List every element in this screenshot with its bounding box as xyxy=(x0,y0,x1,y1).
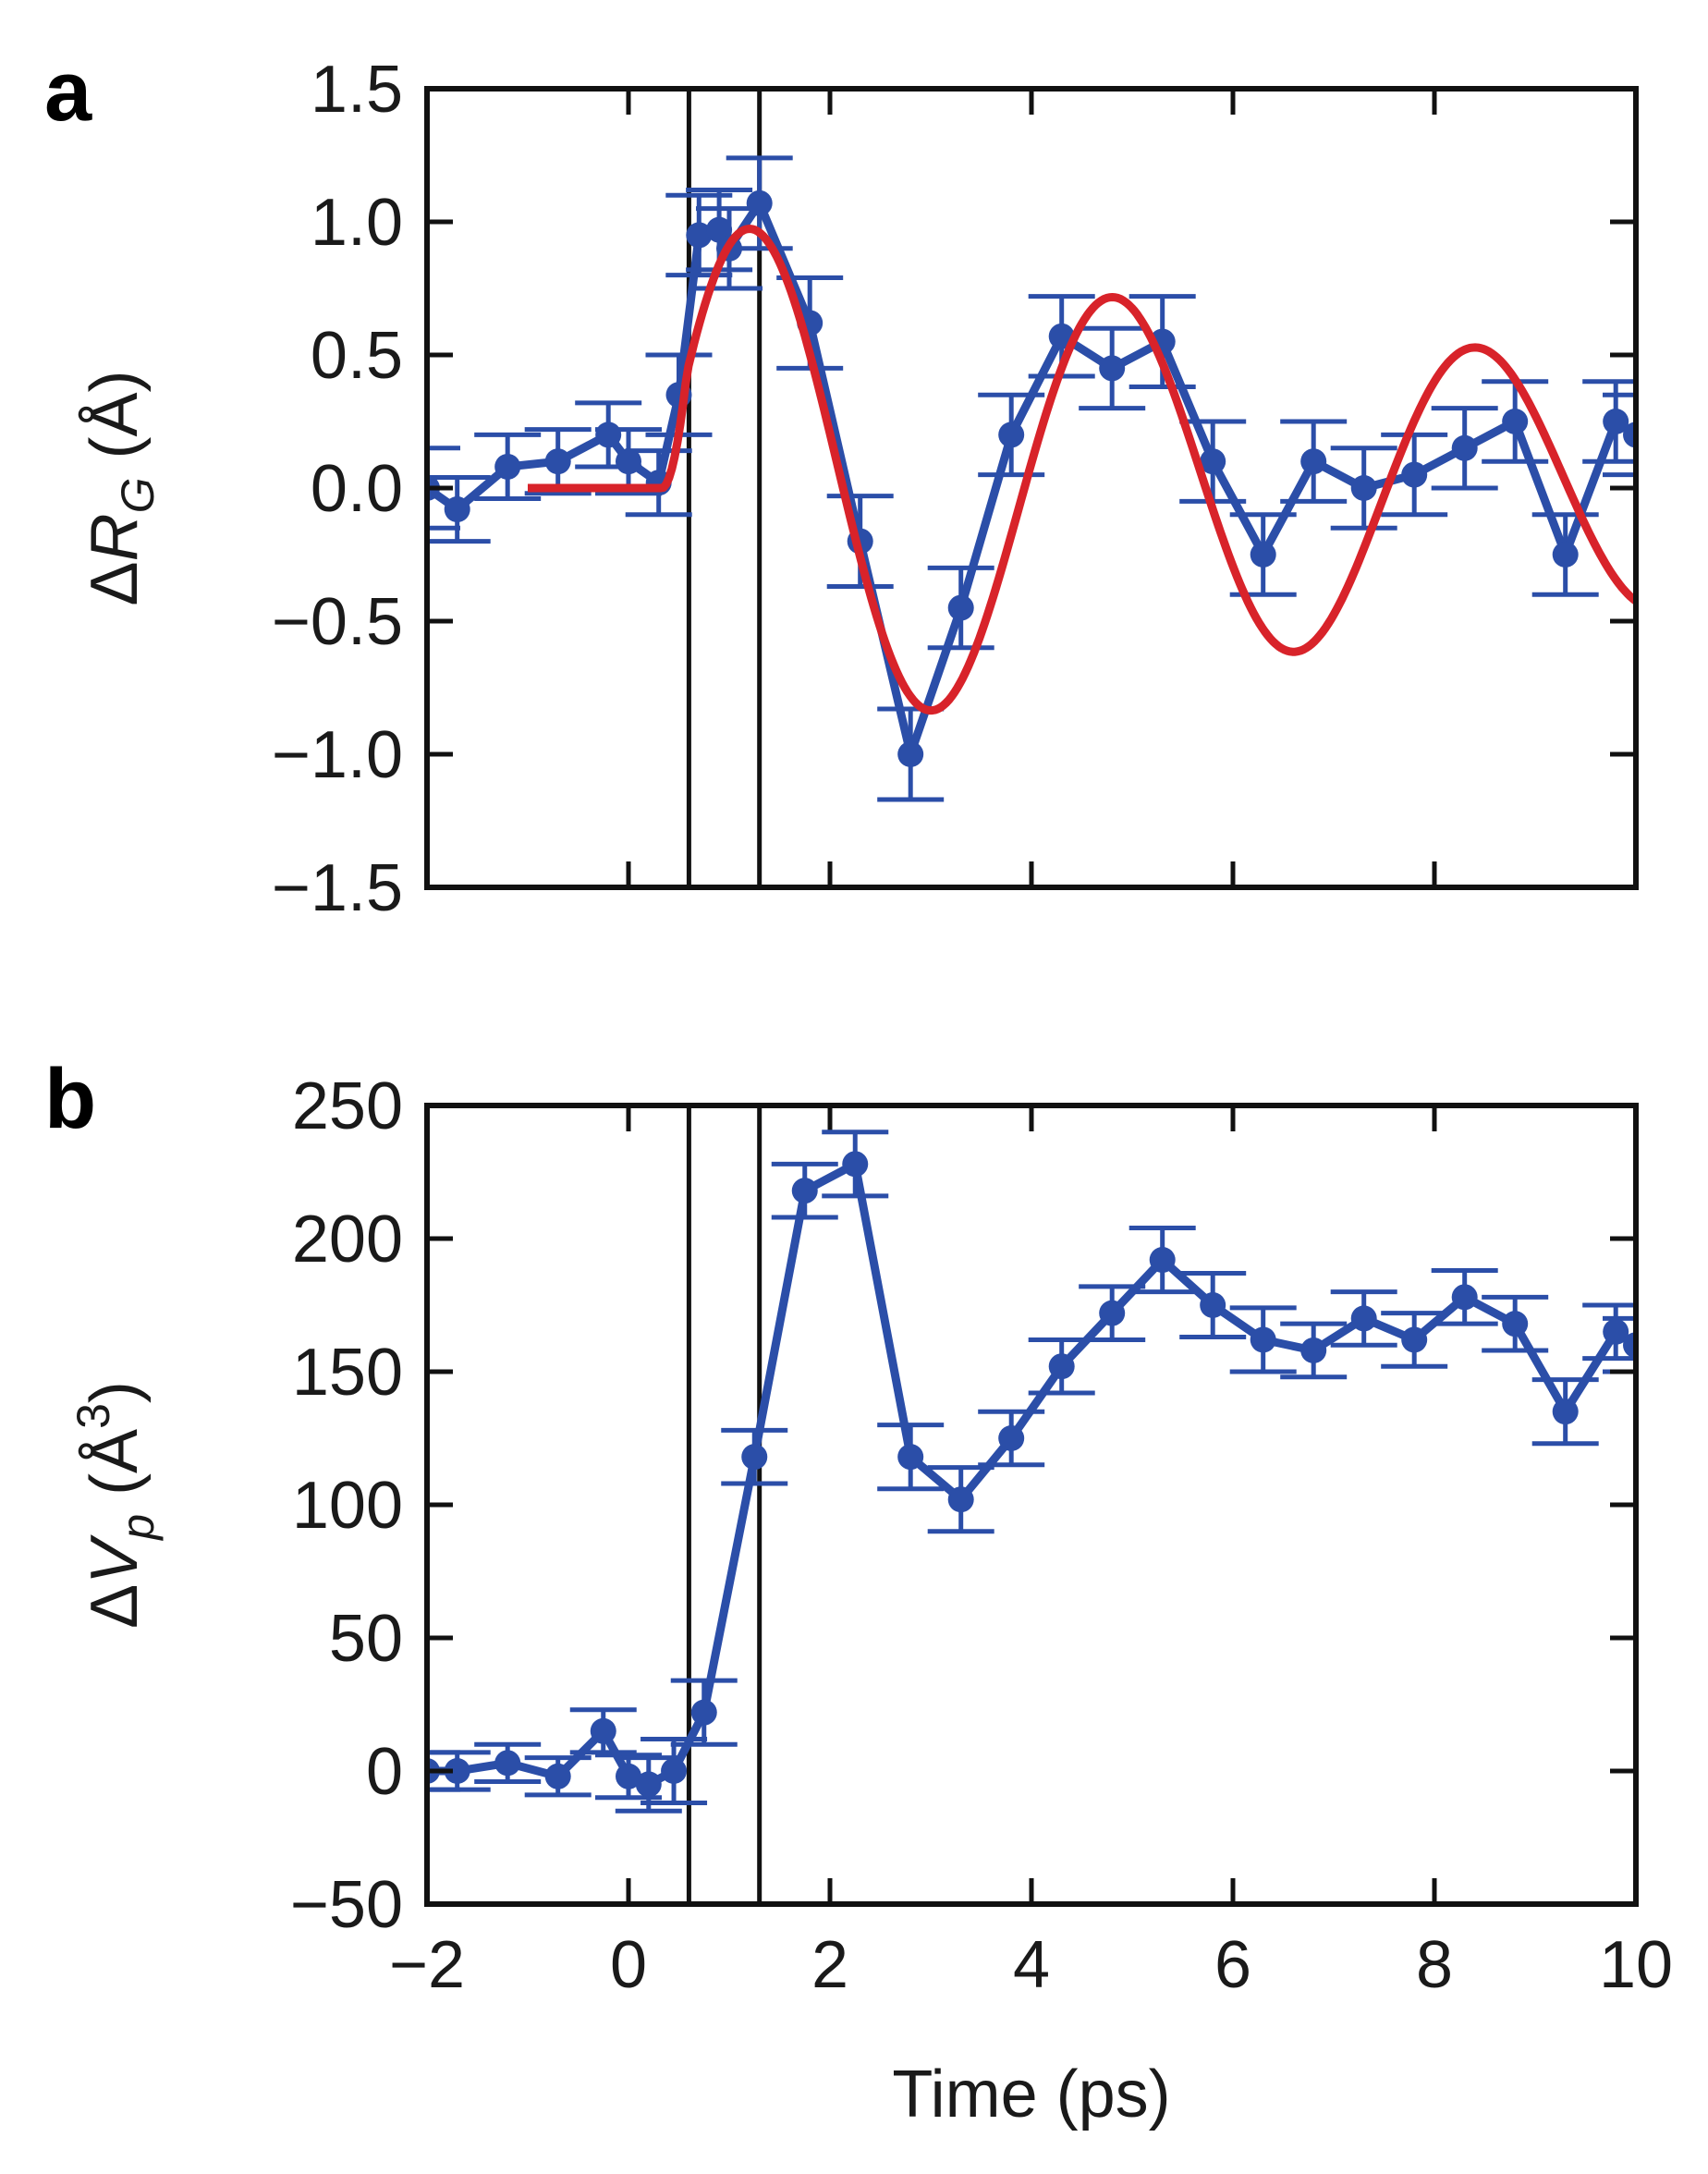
panel-a-y-tick-label: 0.5 xyxy=(311,319,403,393)
panel-b-frame xyxy=(424,1103,1639,1907)
panel-b-data-point xyxy=(1099,1300,1126,1326)
panel-a-y-tick-label: −1.0 xyxy=(272,718,403,792)
panel-b-data-point xyxy=(1502,1311,1529,1337)
panel-a-data-point xyxy=(1603,409,1629,434)
panel-b-y-tick-label: 200 xyxy=(292,1203,403,1276)
panel-b-y-tick-label: 150 xyxy=(292,1336,403,1410)
panel-b-data-point xyxy=(1250,1326,1276,1353)
panel-a-data-point xyxy=(998,421,1025,448)
x-tick-labels: −2 0 2 4 6 8 10 xyxy=(389,1928,1673,2002)
panel-a-data-point xyxy=(947,594,974,621)
panel-a-data-point xyxy=(494,453,521,480)
x-tick-label: 10 xyxy=(1599,1928,1673,2002)
panel-a-data-point xyxy=(616,448,641,475)
panel-b-data-point xyxy=(842,1151,869,1178)
panel-b-data-point xyxy=(1048,1353,1075,1380)
panel-b-y-tick-label: −50 xyxy=(290,1868,403,1942)
x-tick-label: 0 xyxy=(610,1928,647,2002)
panel-b-plot xyxy=(424,1105,1639,1904)
panel-b-data-point xyxy=(1623,1332,1636,1359)
panel-b-data-point xyxy=(897,1444,924,1471)
panel-a-data-point xyxy=(1250,542,1276,568)
panel-a-data-point xyxy=(444,496,470,523)
panel-b-data-point xyxy=(635,1771,662,1798)
x-tick-label: 8 xyxy=(1416,1928,1453,2002)
panel-b-data-point xyxy=(1401,1326,1428,1353)
panel-b-data-point xyxy=(616,1763,641,1789)
panel-a-y-axis-label: ΔRG (Å) xyxy=(78,371,164,606)
panel-b-y-tick-label: 0 xyxy=(366,1735,403,1809)
panel-b-data-point xyxy=(661,1758,688,1784)
panel-b-y-tick-label: 250 xyxy=(292,1069,403,1143)
panel-a-label: a xyxy=(44,44,92,139)
panel-b-data-line xyxy=(427,1159,1636,1789)
panel-a-data-line xyxy=(427,199,1636,759)
panel-a-data-point xyxy=(1300,448,1327,475)
panel-a-data-point xyxy=(897,741,924,767)
panel-b-data-point xyxy=(1350,1305,1377,1332)
x-axis-label: Time (ps) xyxy=(892,2058,1170,2131)
panel-b-data-point xyxy=(494,1750,521,1777)
panel-b-data-point xyxy=(1200,1292,1226,1318)
panel-b-y-tick-label: 50 xyxy=(329,1602,403,1676)
panel-b-data-point xyxy=(998,1425,1025,1451)
panel-b-data-point xyxy=(1552,1398,1579,1425)
panel-a-y-tick-label: 1.0 xyxy=(311,186,403,260)
panel-a-y-tick-label: 0.0 xyxy=(311,452,403,526)
panel-a-data-point xyxy=(746,189,773,216)
panel-b-y-ticks: −50 0 50 100 150 200 250 xyxy=(290,1069,1636,1942)
panel-a-plot xyxy=(424,89,1639,887)
panel-b-data-point xyxy=(1603,1318,1629,1345)
panel-a-data-point xyxy=(1502,409,1529,434)
panel-b-data-point xyxy=(791,1178,818,1204)
panel-b-data-point xyxy=(1451,1284,1478,1311)
panel-b-label: b xyxy=(44,1052,96,1146)
panel-a-y-tick-label: −0.5 xyxy=(272,585,403,659)
panel-a-data-point xyxy=(1200,448,1226,475)
panel-a-data-point xyxy=(1350,475,1377,501)
panel-a-data-point xyxy=(1552,542,1579,568)
x-tick-label: 2 xyxy=(811,1928,848,2002)
panel-b-data-point xyxy=(690,1699,717,1726)
panel-a-data-point xyxy=(1401,461,1428,488)
panel-b-data-point xyxy=(741,1444,768,1471)
panel-a-data-point xyxy=(686,222,713,249)
panel-b-data-point xyxy=(1149,1247,1176,1274)
panel-b-y-axis-label: ΔVp (Å3) xyxy=(67,1381,164,1629)
panel-b-y-tick-label: 100 xyxy=(292,1469,403,1543)
panel-b-data-point xyxy=(444,1758,470,1784)
panel-a-data-point xyxy=(595,421,622,448)
panel-a-y-tick-label: −1.5 xyxy=(272,851,403,925)
x-tick-label: −2 xyxy=(389,1928,465,2002)
panel-a-y-tick-label: 1.5 xyxy=(311,53,403,127)
panel-a-data-point xyxy=(1099,355,1126,382)
x-tick-label: 4 xyxy=(1013,1928,1050,2002)
panel-a-data-point xyxy=(544,448,571,475)
panel-b-data-point xyxy=(590,1717,616,1744)
panel-a: a −1.5 −1.0 −0.5 0.0 0.5 1.0 1.5 ΔRG (Å) xyxy=(44,44,1639,925)
panel-b-data-point xyxy=(1300,1337,1327,1363)
x-tick-label: 6 xyxy=(1214,1928,1251,2002)
panel-b-data-point xyxy=(544,1763,571,1789)
panel-b: b −50 0 50 100 150 200 250 ΔVp (Å3) xyxy=(44,1052,1639,1942)
panel-a-fit-curve xyxy=(526,225,1636,715)
panel-a-data-point xyxy=(1451,434,1478,461)
panel-a-data-point xyxy=(1623,421,1636,448)
panel-a-y-ticks: −1.5 −1.0 −0.5 0.0 0.5 1.0 1.5 xyxy=(272,53,1636,925)
panel-b-data-point xyxy=(947,1486,974,1513)
